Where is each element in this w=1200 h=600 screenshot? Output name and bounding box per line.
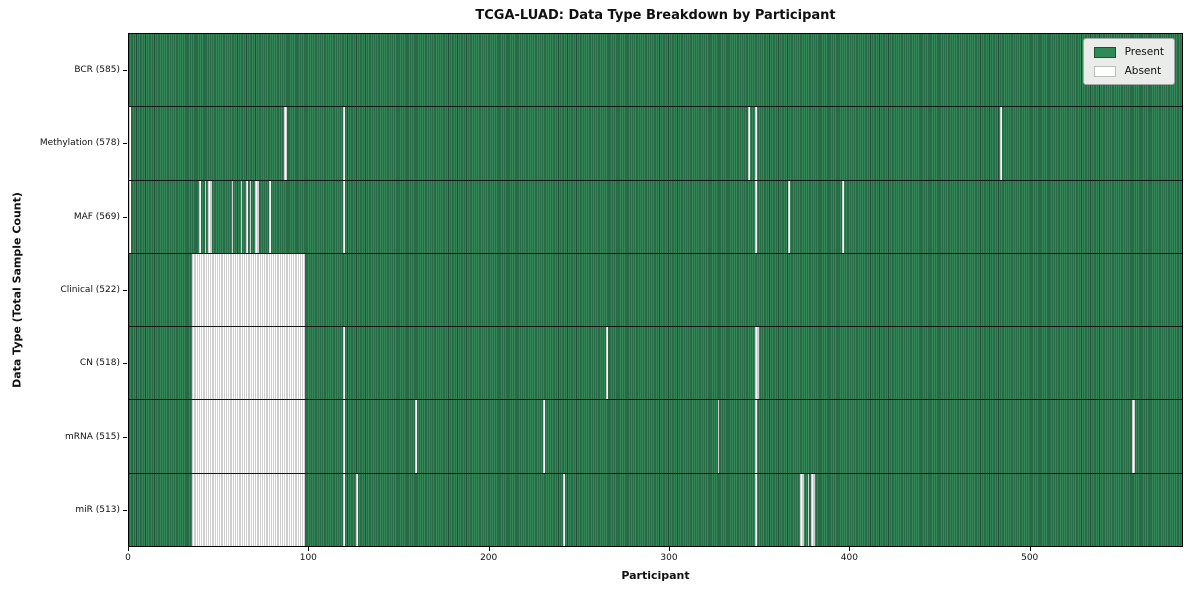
absent-stripe — [807, 473, 810, 546]
heatmap-row-mRNA — [129, 399, 1182, 473]
absent-stripe — [192, 400, 306, 473]
x-tick-label: 300 — [660, 553, 678, 563]
absent-stripe — [246, 180, 248, 253]
x-tick-mark — [1029, 547, 1031, 551]
absent-stripe — [606, 327, 608, 400]
row-label-CN: CN (518) — [79, 358, 120, 369]
absent-stripe — [343, 180, 345, 253]
absent-stripe — [208, 180, 212, 253]
row-label-Methylation: Methylation (578) — [39, 138, 120, 149]
absent-stripe — [240, 180, 243, 253]
absent-stripe — [204, 180, 207, 253]
y-tick-mark — [123, 69, 127, 71]
absent-stripe — [192, 473, 306, 546]
absent-stripe — [269, 180, 272, 253]
absent-stripe — [800, 473, 804, 546]
absent-stripe — [841, 180, 844, 253]
x-tick-label: 0 — [125, 553, 131, 563]
absent-stripe — [755, 473, 758, 546]
x-tick-label: 100 — [299, 553, 317, 563]
absent-stripe — [343, 107, 345, 180]
y-tick-mark — [123, 290, 127, 291]
absent-stripe — [283, 107, 288, 180]
chart-title: TCGA-LUAD: Data Type Breakdown by Partic… — [475, 8, 836, 23]
absent-stripe — [811, 473, 815, 546]
absent-stripe — [787, 180, 790, 253]
absent-stripe — [343, 327, 345, 400]
absent-stripe — [1000, 107, 1002, 180]
absent-stripe — [755, 327, 759, 400]
absent-stripe — [748, 107, 750, 180]
x-tick-mark — [849, 547, 851, 551]
row-label-miR: miR (513) — [75, 505, 120, 516]
absent-stripe — [543, 400, 545, 473]
x-axis-label: Participant — [621, 569, 690, 582]
y-axis-label: Data Type (Total Sample Count) — [10, 192, 24, 388]
y-tick-mark — [123, 216, 127, 218]
y-tick-mark — [123, 143, 127, 145]
y-tick-mark — [123, 510, 127, 512]
absent-stripe — [192, 327, 306, 400]
absent-stripe — [249, 180, 252, 253]
absent-stripe — [129, 180, 131, 253]
absent-stripe — [562, 473, 565, 546]
absent-stripe — [755, 180, 758, 253]
present-swatch-icon — [1093, 46, 1116, 58]
x-tick-mark — [488, 547, 490, 551]
absent-stripe — [199, 180, 201, 253]
legend-entry-absent: Absent — [1093, 65, 1164, 77]
absent-stripe — [192, 253, 306, 327]
legend-label-present: Present — [1124, 46, 1164, 58]
heatmap-row-CN — [129, 326, 1182, 400]
absent-stripe — [755, 400, 758, 473]
x-tick-mark — [308, 547, 310, 551]
absent-stripe — [355, 473, 358, 546]
legend: Present Absent — [1082, 38, 1175, 85]
absent-stripe — [717, 400, 720, 473]
x-tick-mark — [128, 547, 129, 551]
heatmap-row-miR — [129, 472, 1182, 546]
absent-stripe — [129, 107, 131, 180]
x-tick-label: 200 — [480, 553, 498, 563]
absent-stripe — [343, 473, 345, 546]
absent-stripe — [255, 180, 259, 253]
legend-entry-present: Present — [1093, 46, 1164, 58]
row-label-MAF: MAF (569) — [73, 211, 120, 222]
absent-stripe — [231, 180, 234, 253]
legend-label-absent: Absent — [1124, 65, 1162, 77]
absent-stripe — [1131, 400, 1136, 473]
row-label-mRNA: mRNA (515) — [65, 431, 120, 442]
heatmap-plot-area: Present Absent — [128, 33, 1183, 547]
heatmap-row-MAF — [129, 179, 1182, 253]
y-tick-mark — [123, 436, 127, 438]
absent-stripe — [343, 400, 345, 473]
x-tick-label: 500 — [1021, 553, 1039, 563]
heatmap-row-BCR — [129, 34, 1182, 107]
row-label-BCR: BCR (585) — [74, 64, 120, 75]
y-tick-mark — [123, 363, 127, 365]
heatmap-row-Clinical — [129, 252, 1182, 327]
heatmap-row-Methylation — [129, 106, 1182, 180]
x-tick-label: 400 — [840, 553, 858, 563]
x-tick-mark — [669, 547, 671, 551]
absent-swatch-icon — [1093, 65, 1116, 77]
absent-stripe — [415, 400, 417, 473]
absent-stripe — [755, 107, 758, 180]
row-label-Clinical: Clinical (522) — [60, 285, 120, 295]
